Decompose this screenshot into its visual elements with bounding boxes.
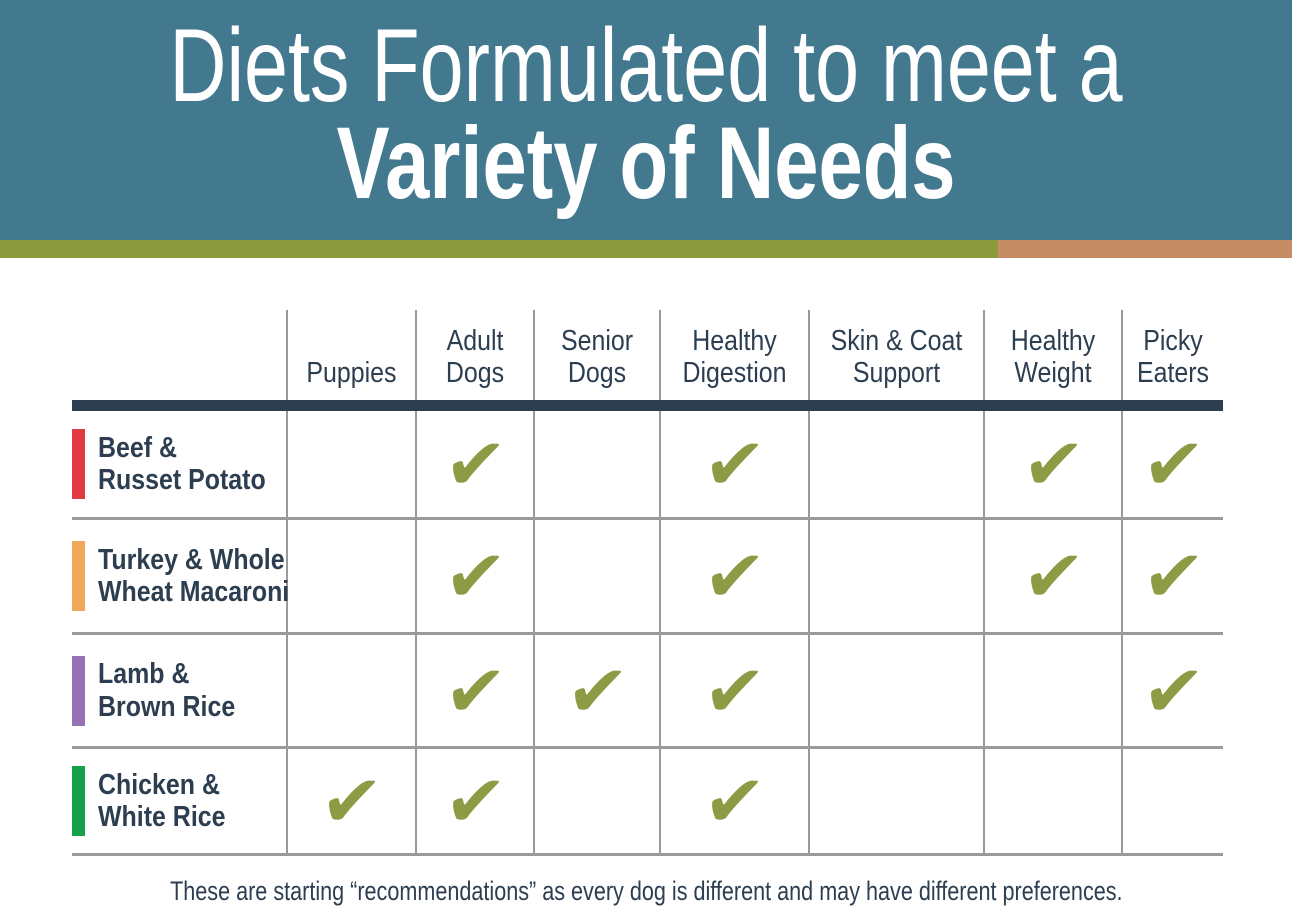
check-icon: ✔ xyxy=(1138,422,1208,506)
cell-lamb-skin-coat-support: ✔ xyxy=(810,635,985,746)
column-header-puppies: Puppies xyxy=(288,310,417,400)
row-label-text: Beef & Russet Potato xyxy=(98,431,266,496)
check-icon: ✔ xyxy=(699,648,770,733)
row-label-chicken-white-rice: Chicken & White Rice xyxy=(72,749,288,853)
row-color-bar-lamb xyxy=(72,655,85,726)
cell-chicken-picky-eaters: ✔ xyxy=(1123,749,1223,853)
row-label-lamb-brown-rice: Lamb & Brown Rice xyxy=(72,635,288,746)
cell-turkey-skin-coat-support: ✔ xyxy=(810,520,985,632)
row-color-bar-chicken xyxy=(72,766,85,836)
column-header-label: Healthy Digestion xyxy=(682,325,787,390)
cell-turkey-puppies: ✔ xyxy=(288,520,417,632)
check-icon: ✔ xyxy=(316,759,387,843)
cell-chicken-adult-dogs: ✔ xyxy=(417,749,535,853)
row-separator xyxy=(72,517,1223,520)
cell-beef-senior-dogs: ✔ xyxy=(535,411,661,517)
cell-beef-puppies: ✔ xyxy=(288,411,417,517)
cell-turkey-healthy-digestion: ✔ xyxy=(661,520,810,632)
check-icon: ✔ xyxy=(440,534,510,618)
cell-chicken-healthy-digestion: ✔ xyxy=(661,749,810,853)
cell-turkey-healthy-weight: ✔ xyxy=(985,520,1123,632)
header-rule xyxy=(72,400,1223,411)
diet-needs-matrix: Puppies Adult Dogs Senior Dogs Healthy D… xyxy=(72,310,1223,856)
row-separator xyxy=(72,746,1223,749)
page-title-line-1: Diets Formulated to meet a xyxy=(169,8,1123,124)
column-header-label: Healthy Weight xyxy=(1010,325,1096,390)
cell-chicken-skin-coat-support: ✔ xyxy=(810,749,985,853)
check-icon: ✔ xyxy=(699,534,770,618)
column-header-label: Senior Dogs xyxy=(560,325,634,390)
cell-lamb-puppies: ✔ xyxy=(288,635,417,746)
column-header-senior-dogs: Senior Dogs xyxy=(535,310,661,400)
accent-strip-orange xyxy=(998,240,1292,258)
column-header-skin-coat-support: Skin & Coat Support xyxy=(810,310,985,400)
page-title-line-2: Variety of Needs xyxy=(336,106,956,220)
cell-lamb-picky-eaters: ✔ xyxy=(1123,635,1223,746)
column-header-label: Adult Dogs xyxy=(445,325,505,390)
check-icon: ✔ xyxy=(1018,534,1088,618)
cell-lamb-healthy-weight: ✔ xyxy=(985,635,1123,746)
column-header-healthy-weight: Healthy Weight xyxy=(985,310,1123,400)
cell-chicken-senior-dogs: ✔ xyxy=(535,749,661,853)
accent-strip xyxy=(0,240,1292,258)
cell-lamb-healthy-digestion: ✔ xyxy=(661,635,810,746)
cell-beef-picky-eaters: ✔ xyxy=(1123,411,1223,517)
row-color-bar-turkey xyxy=(72,541,85,611)
footnote-text: These are starting “recommendations” as … xyxy=(169,876,1123,906)
cell-beef-adult-dogs: ✔ xyxy=(417,411,535,517)
row-color-bar-beef xyxy=(72,429,85,499)
check-icon: ✔ xyxy=(440,648,510,733)
accent-strip-green xyxy=(0,240,998,258)
cell-chicken-healthy-weight: ✔ xyxy=(985,749,1123,853)
cell-beef-healthy-weight: ✔ xyxy=(985,411,1123,517)
cell-turkey-senior-dogs: ✔ xyxy=(535,520,661,632)
check-icon: ✔ xyxy=(562,648,632,733)
row-label-turkey-whole-wheat-macaroni: Turkey & Whole Wheat Macaroni xyxy=(72,520,290,632)
cell-turkey-picky-eaters: ✔ xyxy=(1123,520,1223,632)
header-banner: Diets Formulated to meet a Variety of Ne… xyxy=(0,0,1292,240)
row-separator xyxy=(72,632,1223,635)
column-header-label: Puppies xyxy=(306,357,397,390)
column-header-label: Skin & Coat Support xyxy=(830,325,963,390)
table-bottom-rule xyxy=(72,853,1223,856)
footnote: These are starting “recommendations” as … xyxy=(0,876,1292,907)
row-label-beef-russet-potato: Beef & Russet Potato xyxy=(72,411,288,517)
corner-cell xyxy=(72,310,288,400)
column-header-adult-dogs: Adult Dogs xyxy=(417,310,535,400)
check-icon: ✔ xyxy=(699,759,770,843)
cell-turkey-adult-dogs: ✔ xyxy=(417,520,535,632)
column-header-label: Picky Eaters xyxy=(1136,325,1210,390)
check-icon: ✔ xyxy=(699,422,770,506)
row-label-text: Chicken & White Rice xyxy=(98,768,226,833)
check-icon: ✔ xyxy=(1138,534,1208,618)
cell-beef-skin-coat-support: ✔ xyxy=(810,411,985,517)
row-label-text: Turkey & Whole Wheat Macaroni xyxy=(98,543,290,608)
check-icon: ✔ xyxy=(440,759,510,843)
check-icon: ✔ xyxy=(1138,648,1208,733)
column-header-picky-eaters: Picky Eaters xyxy=(1123,310,1223,400)
row-label-text: Lamb & Brown Rice xyxy=(98,658,236,723)
check-icon: ✔ xyxy=(440,422,510,506)
column-header-healthy-digestion: Healthy Digestion xyxy=(661,310,810,400)
check-icon: ✔ xyxy=(1018,422,1088,506)
cell-chicken-puppies: ✔ xyxy=(288,749,417,853)
cell-beef-healthy-digestion: ✔ xyxy=(661,411,810,517)
cell-lamb-adult-dogs: ✔ xyxy=(417,635,535,746)
cell-lamb-senior-dogs: ✔ xyxy=(535,635,661,746)
